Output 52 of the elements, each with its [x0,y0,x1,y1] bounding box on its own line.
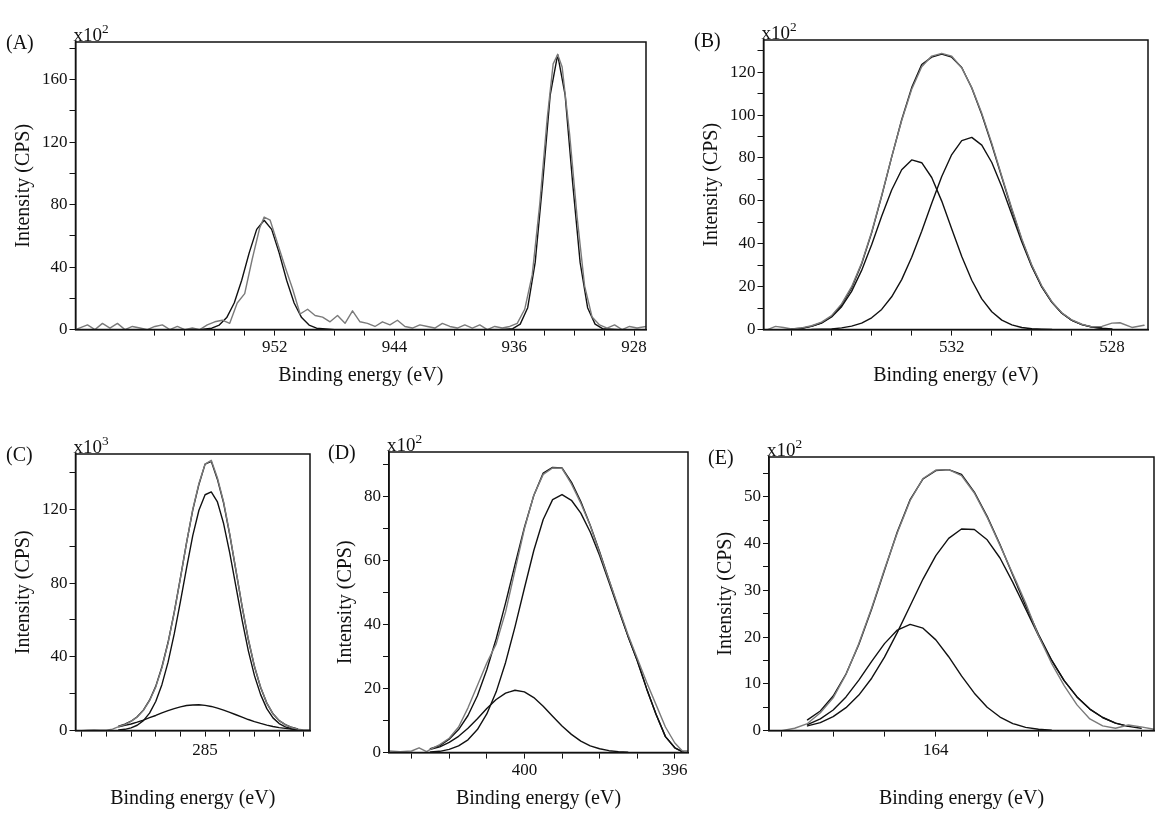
y-tick-label: 0 [747,319,756,339]
x-axis-title: Binding energy (eV) [455,786,622,810]
y-axis-title: Intensity (CPS) [11,530,35,655]
x-tick-label: 936 [501,337,527,357]
y-tick-label: 60 [738,190,756,210]
y-tick-label: 40 [738,233,756,253]
y-tick-label: 0 [59,720,68,740]
text: 164 [923,739,950,759]
text: 285 [192,739,218,759]
y-axis-title: Intensity (CPS) [11,123,35,248]
chart-title: (E) [708,446,734,470]
x-axis-title: Binding energy (eV) [873,363,1039,387]
x-tick-label: 400 [511,760,538,780]
x-tick-label: 532 [938,337,965,357]
y-tick-label: 120 [730,61,756,81]
y-tick-label: 20 [738,276,756,296]
y-tick-label: 40 [744,532,761,552]
y-tick-label: 100 [730,104,756,124]
y-tick-label: 0 [752,720,761,740]
x-tick-label: 528 [1099,337,1125,357]
chart-title: (C) [6,443,33,467]
y-axis-title: Intensity (CPS) [333,540,357,665]
y-tick-label: 40 [50,646,68,666]
x-tick-label: 944 [381,337,408,357]
x-axis-title: Binding energy (eV) [278,363,444,387]
x-axis-title: Binding energy (eV) [878,786,1045,810]
y-tick-label: 50 [744,486,761,506]
y-tick-label: 120 [42,498,68,518]
y-tick-label: 40 [364,614,381,634]
y-tick-label: 80 [364,486,381,506]
chart-title: (A) [6,31,34,55]
y-tick-label: 80 [50,572,68,592]
x-tick-label: 952 [261,337,288,357]
y-axis-title: Intensity (CPS) [713,531,737,656]
x-tick-label: 928 [621,337,647,357]
x-tick-label: 396 [662,760,688,780]
y-axis-title: Intensity (CPS) [699,122,723,247]
y-tick-label: 80 [50,194,68,214]
y-tick-label: 20 [364,678,381,698]
y-tick-label: 0 [372,742,381,762]
y-tick-label: 30 [744,579,761,599]
y-tick-label: 20 [744,626,761,646]
y-tick-label: 160 [42,68,68,88]
chart-title: (B) [694,29,721,53]
chart-title: (D) [328,441,356,465]
y-tick-label: 60 [364,550,381,570]
y-tick-label: 120 [42,131,68,151]
y-tick-label: 0 [59,319,68,339]
y-tick-label: 40 [50,256,68,276]
y-tick-label: 10 [744,673,761,693]
y-tick-label: 80 [738,147,756,167]
x-axis-title: Binding energy (eV) [110,786,276,810]
